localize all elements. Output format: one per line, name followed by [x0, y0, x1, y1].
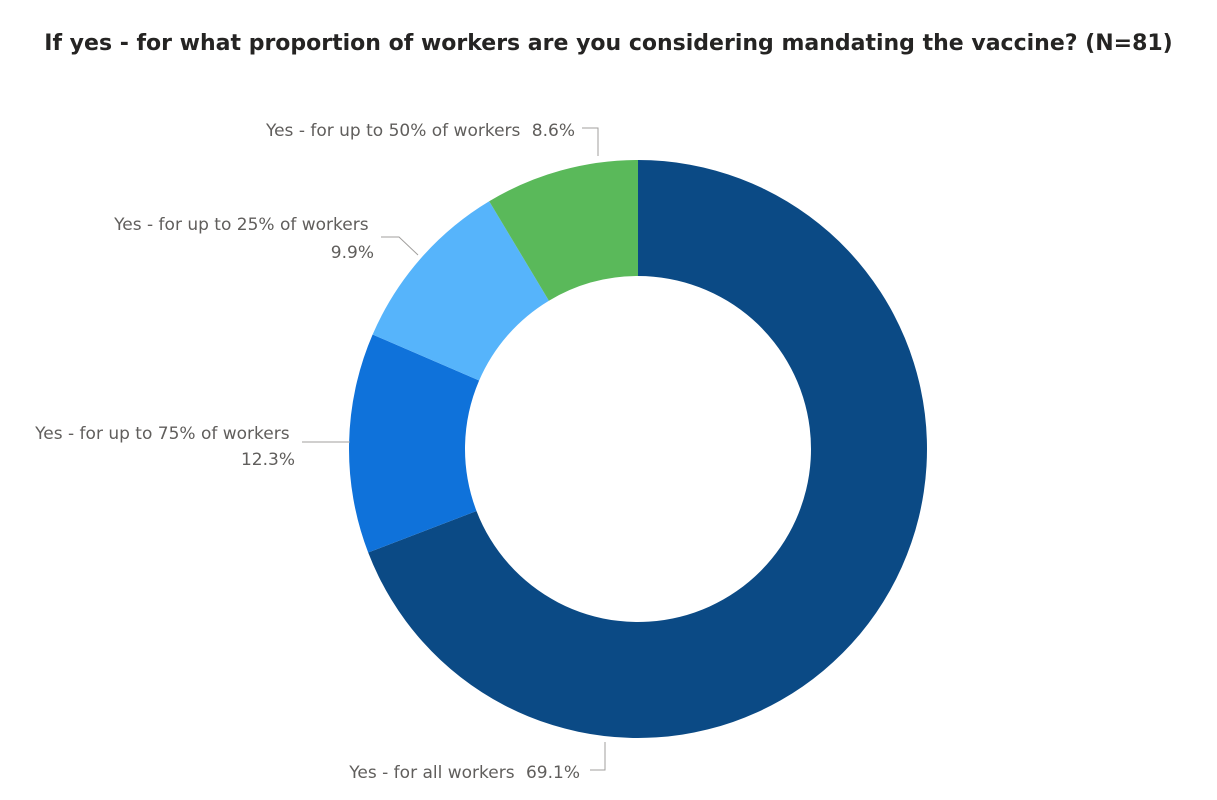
- slice-label-name: Yes - for up to 50% of workers: [265, 121, 521, 141]
- slice-label-value: 69.1%: [526, 763, 580, 783]
- slice-label-25: Yes - for up to 25% of workers 9.9%: [113, 215, 374, 263]
- slice-label-75: Yes - for up to 75% of workers 12.3%: [34, 424, 295, 470]
- slice-label-value: 12.3%: [241, 450, 295, 470]
- slice-label-name: Yes - for up to 75% of workers: [34, 424, 290, 444]
- slice-label-value: 8.6%: [532, 121, 575, 141]
- donut-slice-2: [372, 201, 549, 381]
- slice-label-all-workers: Yes - for all workers 69.1%: [348, 763, 580, 783]
- slice-label-50: Yes - for up to 50% of workers 8.6%: [265, 121, 575, 141]
- leader-line-all-workers: [590, 742, 606, 771]
- slice-label-value: 9.9%: [331, 243, 374, 263]
- leader-line-50: [582, 127, 599, 156]
- donut-slice-1: [349, 334, 480, 553]
- donut-slice-0: [368, 160, 928, 739]
- chart-title: If yes - for what proportion of workers …: [44, 31, 1173, 56]
- donut-slices: [349, 160, 928, 739]
- slice-label-name: Yes - for all workers: [348, 763, 514, 783]
- slice-label-name: Yes - for up to 25% of workers: [113, 215, 369, 235]
- leader-line-25: [381, 236, 419, 256]
- donut-slice-3: [489, 160, 638, 301]
